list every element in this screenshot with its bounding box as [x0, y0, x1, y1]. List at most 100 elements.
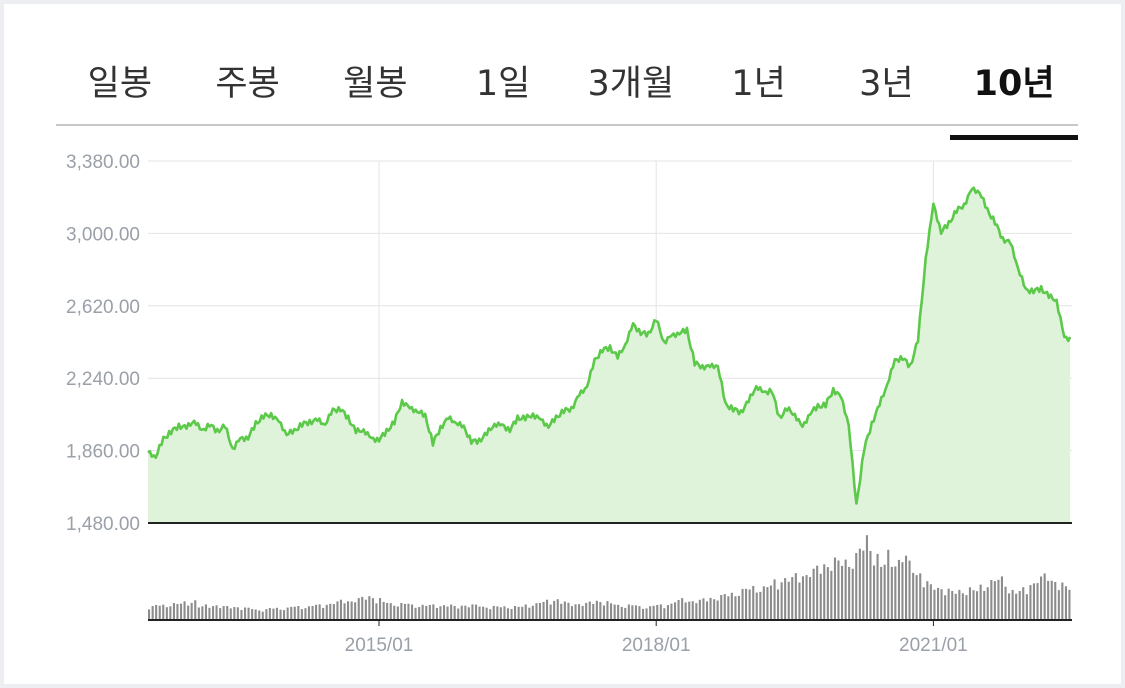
volume-bar	[1050, 580, 1053, 620]
volume-bar	[485, 607, 488, 620]
volume-bar	[723, 594, 726, 620]
volume-bar	[951, 591, 954, 620]
volume-bar	[627, 604, 630, 620]
volume-bar	[535, 603, 538, 620]
volume-bar	[496, 606, 499, 620]
y-tick-label: 1,480.00	[66, 514, 140, 535]
volume-bar	[592, 604, 595, 620]
volume-bar	[858, 548, 861, 620]
tab-1-year[interactable]: 1년	[731, 64, 786, 104]
volume-bar	[471, 604, 474, 620]
volume-bar	[219, 608, 222, 620]
volume-bar	[979, 584, 982, 620]
volume-bar	[439, 606, 442, 620]
volume-bar	[620, 606, 623, 620]
volume-bar	[823, 564, 826, 620]
volume-bar	[855, 553, 858, 620]
tab-monthly[interactable]: 월봉	[343, 64, 408, 104]
volume-bar	[560, 603, 563, 620]
volume-bar	[499, 607, 502, 620]
volume-bar	[833, 557, 836, 620]
volume-bar	[745, 588, 748, 620]
volume-bar	[908, 560, 911, 620]
volume-bar	[848, 566, 851, 620]
volume-bar	[709, 597, 712, 620]
period-tabs: 일봉 주봉 월봉 1일 3개월 1년 3년 10년	[56, 58, 1078, 140]
volume-bar	[524, 604, 527, 620]
volume-bar	[1018, 591, 1021, 620]
volume-bar	[663, 608, 666, 620]
volume-bar	[368, 596, 371, 620]
tab-10-years[interactable]: 10년	[950, 58, 1078, 140]
volume-bar	[652, 605, 655, 620]
volume-bar	[236, 607, 239, 620]
tab-3-years[interactable]: 3년	[859, 64, 914, 104]
volume-bar	[720, 595, 723, 620]
volume-bar	[1043, 573, 1046, 620]
volume-bar	[610, 603, 613, 620]
volume-bar	[467, 607, 470, 620]
volume-bar	[656, 605, 659, 620]
volume-bar	[375, 603, 378, 620]
volume-bar	[233, 607, 236, 620]
volume-bar	[215, 605, 218, 620]
volume-bar	[162, 604, 165, 620]
volume-bar	[183, 601, 186, 620]
volume-bar	[165, 607, 168, 620]
volume-bar	[901, 562, 904, 620]
tab-3-months[interactable]: 3개월	[587, 64, 675, 104]
volume-bar	[553, 600, 556, 620]
volume-bar	[332, 604, 335, 620]
volume-bar	[993, 581, 996, 620]
volume-bar	[841, 565, 844, 620]
volume-bar	[862, 550, 865, 620]
volume-bar	[393, 605, 396, 620]
volume-bar	[563, 601, 566, 620]
volume-bar	[350, 601, 353, 620]
volume-bar	[649, 606, 652, 620]
volume-bar	[460, 605, 463, 620]
price-area	[147, 186, 1072, 524]
price-line	[147, 186, 1072, 505]
volume-bar	[389, 603, 392, 620]
volume-bar	[929, 584, 932, 620]
volume-bar	[538, 603, 541, 620]
volume-bar	[475, 604, 478, 620]
volume-bar	[912, 572, 915, 620]
volume-bar	[645, 608, 648, 620]
volume-bar	[698, 599, 701, 620]
volume-bar	[411, 604, 414, 620]
volume-bar	[713, 599, 716, 620]
tab-daily[interactable]: 일봉	[87, 64, 153, 104]
volume-bar	[983, 590, 986, 620]
tab-weekly[interactable]: 주봉	[215, 64, 280, 104]
volume-bar	[201, 606, 204, 620]
volume-bar	[787, 581, 790, 620]
volume-bar	[421, 604, 424, 620]
volume-bar	[1068, 589, 1071, 620]
volume-bar	[674, 602, 677, 620]
volume-bar	[229, 608, 232, 620]
y-axis-tick-labels: 1,480.00 1,860.00 2,240.00 2,620.00 3,000.00…	[66, 152, 140, 535]
volume-bar	[933, 589, 936, 620]
volume-bar	[1015, 593, 1018, 620]
volume-bar	[556, 599, 559, 620]
volume-bar	[737, 595, 740, 620]
volume-bar	[283, 610, 286, 620]
volume-bar	[400, 603, 403, 620]
volume-bar	[947, 588, 950, 620]
volume-bar	[681, 598, 684, 620]
volume-bar	[905, 555, 908, 620]
volume-bar	[251, 609, 254, 620]
volume-bar	[844, 559, 847, 620]
volume-bar	[602, 605, 605, 620]
volume-bar	[642, 608, 645, 620]
volume-bar	[151, 606, 154, 620]
volume-bar	[599, 602, 602, 620]
volume-bar	[937, 587, 940, 620]
volume-bar	[517, 606, 520, 620]
volume-bar	[435, 608, 438, 620]
volume-bar	[791, 577, 794, 620]
tab-1-day[interactable]: 1일	[475, 64, 531, 104]
volume-bar	[883, 564, 886, 620]
